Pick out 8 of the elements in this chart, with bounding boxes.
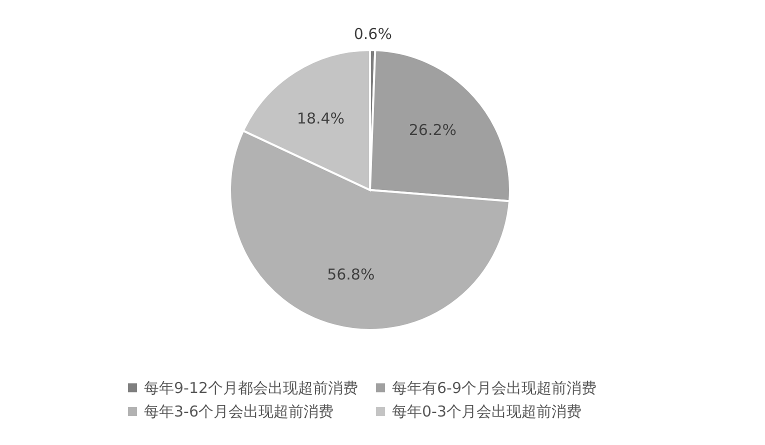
data-label: 0.6% bbox=[354, 25, 392, 44]
legend-label: 每年有6-9个月会出现超前消费 bbox=[392, 378, 596, 397]
data-label: 26.2% bbox=[408, 120, 457, 139]
legend-label: 每年0-3个月会出现超前消费 bbox=[392, 402, 582, 420]
legend-label: 每年9-12个月都会出现超前消费 bbox=[144, 378, 358, 397]
legend-label: 每年3-6个月会出现超前消费 bbox=[144, 402, 334, 420]
data-label: 56.8% bbox=[327, 266, 375, 284]
data-label: 18.4% bbox=[296, 110, 345, 128]
